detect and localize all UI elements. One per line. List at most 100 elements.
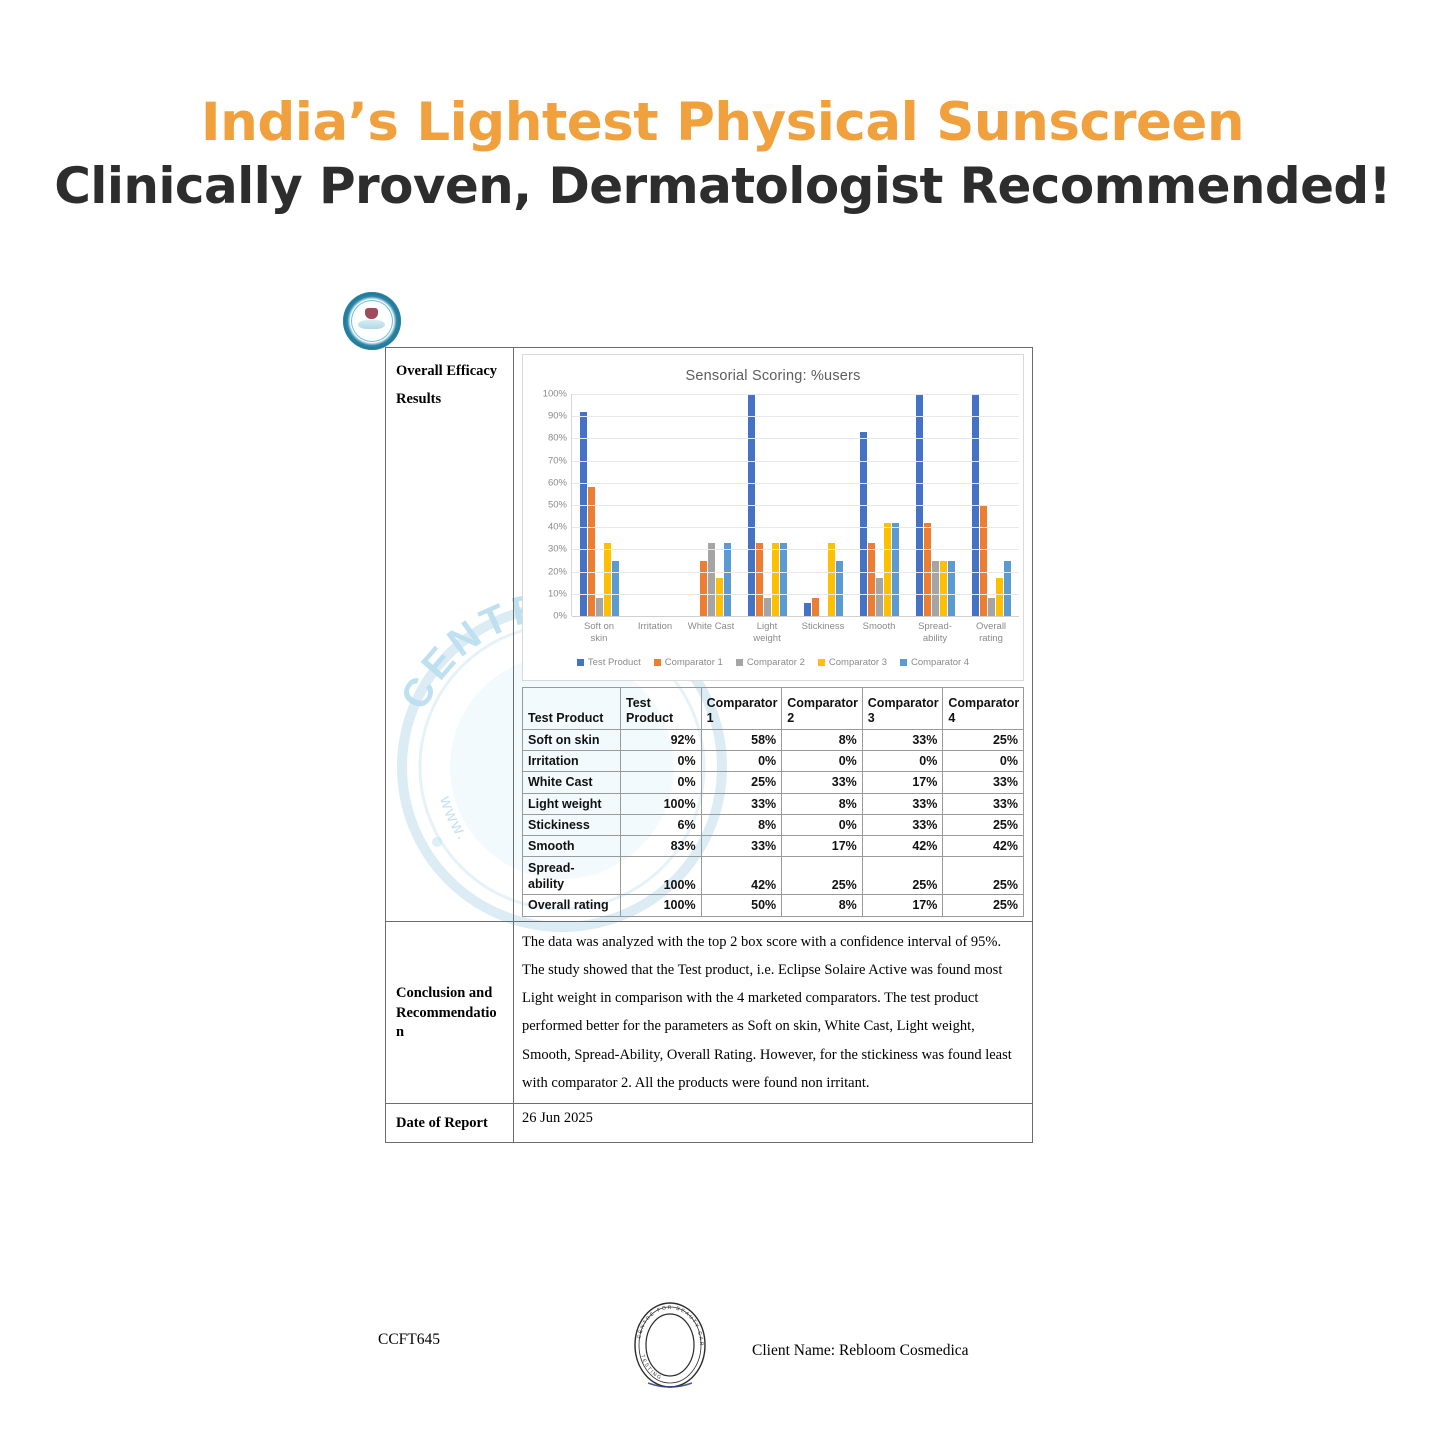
chart-bar: [987, 598, 995, 616]
efficacy-section-label: Overall Efficacy Results: [386, 348, 514, 921]
chart-y-tick-label: 20%: [547, 566, 567, 578]
chart-bar-group: [851, 394, 907, 616]
chart-gridline: [572, 549, 1019, 551]
chart-bar: [700, 560, 708, 616]
table-cell-value: 8%: [700, 813, 783, 837]
table-cell-value: 25%: [861, 856, 944, 896]
chart-bar: [883, 522, 891, 616]
chart-legend-item: Comparator 3: [817, 656, 887, 668]
chart-x-tick-label: Overall rating: [975, 621, 1007, 644]
table-row: Soft on skin 92% 58% 8% 33% 25%: [522, 728, 1024, 752]
headline-primary: India’s Lightest Physical Sunscreen: [200, 92, 1245, 153]
chart-bar: [803, 602, 811, 616]
table-row-label: Light weight: [522, 792, 621, 815]
chart-legend: Test Product Comparator 1 Comparator 2 Comp…: [527, 645, 1019, 674]
chart-y-tick-label: 50%: [547, 499, 567, 511]
chart-y-tick-label: 40%: [547, 521, 567, 533]
table-row: Irritation 0% 0% 0% 0% 0%: [522, 749, 1024, 773]
conclusion-section-row: Conclusion and Recommendatio n The data …: [386, 921, 1032, 1105]
chart-plot-area: [571, 394, 1019, 617]
table-column-header: Comparator 2: [781, 686, 863, 730]
chart-title: Sensorial Scoring: %users: [685, 368, 861, 384]
chart-y-tick-label: 0%: [553, 610, 567, 622]
table-cell-value: 33%: [942, 792, 1024, 815]
chart-bar: [756, 542, 764, 616]
efficacy-section-content: Sensorial Scoring: %users 100% 90% 80% 70% 6…: [514, 348, 1032, 921]
chart-bar: [995, 578, 1003, 616]
table-row: Stickiness 6% 8% 0% 33% 25%: [522, 813, 1024, 837]
table-column-header: Comparator 3: [861, 686, 944, 730]
chart-y-tick-label: 90%: [547, 410, 567, 422]
chart-legend-label: Comparator 4: [911, 656, 970, 668]
chart-x-tick-label: Stickiness: [801, 621, 845, 632]
table-row-label: Stickiness: [522, 813, 621, 837]
table-row: Spread- ability 100% 42% 25% 25% 25%: [522, 856, 1024, 896]
table-cell-value: 17%: [781, 834, 863, 858]
table-cell-value: 0%: [620, 771, 702, 794]
chart-bar: [708, 542, 716, 616]
table-row: Smooth 83% 33% 17% 42% 42%: [522, 834, 1024, 858]
chart-bar: [588, 487, 596, 616]
table-cell-value: 83%: [620, 834, 702, 858]
chart-y-tick-label: 60%: [547, 477, 567, 489]
chart-gridline: [572, 416, 1019, 418]
chart-y-tick-label: 70%: [547, 455, 567, 467]
table-cell-value: 25%: [781, 856, 863, 896]
table-cell-value: 100%: [620, 792, 702, 815]
chart-y-axis: 100% 90% 80% 70% 60% 50% 40% 30% 20% 10% 0%: [527, 389, 571, 622]
chart-legend-item: Comparator 4: [900, 657, 969, 668]
poster-header: India’s Lightest Physical Sunscreen Clin…: [0, 0, 1445, 215]
chart-x-tick-label: White Cast: [687, 621, 735, 632]
chart-bar: [923, 522, 931, 616]
report-table-frame: Overall Efficacy Results Sensorial Scori…: [385, 347, 1033, 1143]
date-of-report-value: 26 Jun 2025: [522, 1110, 593, 1127]
sensorial-scoring-chart: Sensorial Scoring: %users 100% 90% 80% 70% 6…: [522, 354, 1024, 681]
table-cell-value: 33%: [700, 834, 783, 858]
chart-bar: [931, 560, 939, 616]
table-cell-value: 58%: [700, 728, 783, 752]
date-section-content: 26 Jun 2025: [514, 1104, 1032, 1142]
chart-legend-label: Comparator 3: [828, 656, 887, 668]
chart-gridline: [572, 616, 1019, 617]
report-code: CCFT645: [378, 1331, 441, 1348]
table-cell-value: 25%: [942, 728, 1024, 752]
chart-gridline: [572, 527, 1019, 529]
conclusion-paragraph: The data was analyzed with the top 2 box…: [522, 933, 1012, 1091]
table-cell-value: 0%: [781, 749, 863, 773]
chart-bar: [596, 598, 604, 616]
chart-x-tick-label: Soft on skin: [583, 621, 615, 644]
sensorial-data-table: Test Product Test Product Comparator 1 Comp…: [522, 686, 1024, 917]
chart-bar: [764, 598, 772, 616]
table-cell-value: 8%: [781, 728, 863, 752]
chart-gridline: [572, 571, 1019, 573]
table-cell-value: 25%: [942, 813, 1024, 837]
chart-bar: [891, 522, 899, 616]
table-cell-value: 92%: [620, 728, 702, 752]
table-cell-value: 8%: [781, 894, 863, 917]
table-cell-value: 17%: [861, 771, 944, 794]
table-cell-value: 25%: [700, 771, 783, 794]
chart-bar: [716, 578, 724, 616]
chart-bar: [867, 542, 875, 616]
chart-legend-swatch: [817, 658, 825, 666]
chart-x-tick-label: Irritation: [637, 621, 673, 632]
table-header-row: Test Product Test Product Comparator 1 Comp…: [522, 686, 1024, 730]
chart-gridline: [572, 438, 1019, 440]
chart-bar: [772, 542, 780, 616]
table-row-label: Soft on skin: [522, 728, 621, 752]
table-row-label: Irritation: [522, 749, 621, 773]
chart-gridline: [572, 505, 1019, 506]
report-document: CENTRE FO www. Overall Efficacy Results …: [343, 292, 1033, 1162]
table-column-header: Test Product: [522, 686, 621, 730]
table-column-header: Comparator 4: [942, 686, 1024, 730]
chart-bar: [939, 560, 947, 616]
conclusion-section-label: Conclusion and Recommendatio n: [386, 921, 514, 1104]
chart-bar: [580, 411, 588, 616]
table-cell-value: 33%: [861, 792, 944, 815]
chart-legend-label: Comparator 1: [664, 656, 723, 668]
chart-legend-item: Test Product: [576, 657, 641, 668]
date-section-label: Date of Report: [386, 1104, 514, 1142]
conclusion-section-content: The data was analyzed with the top 2 box…: [514, 922, 1032, 1104]
table-row: White Cast 0% 25% 33% 17% 33%: [522, 771, 1024, 794]
table-cell-value: 42%: [942, 834, 1024, 858]
